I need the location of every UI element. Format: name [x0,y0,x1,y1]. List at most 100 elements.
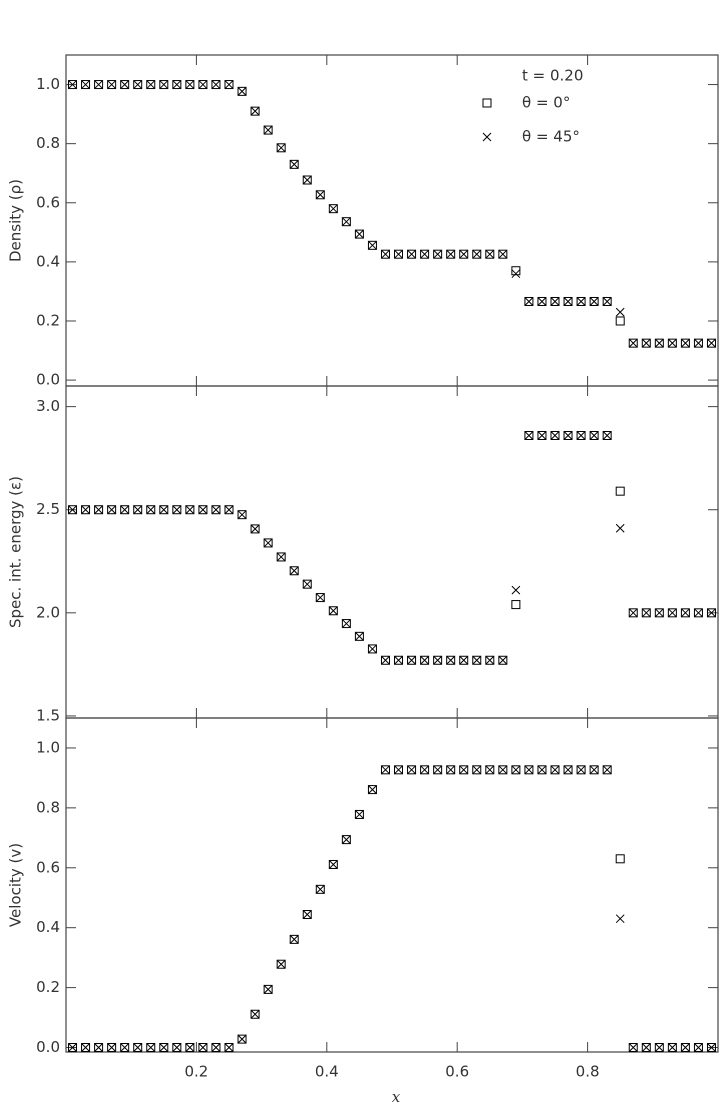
marker-cross [263,538,273,548]
marker-square [354,229,364,239]
marker-cross [120,505,130,515]
marker-square [133,505,143,515]
x-tick-label: 0.6 [445,1063,469,1081]
marker-square [159,80,169,90]
marker-square [706,608,716,618]
legend-label: θ = 0° [522,94,570,112]
marker-cross [211,80,221,89]
marker-square [367,240,377,250]
x-tick-label: 0.4 [315,1063,339,1081]
marker-cross [68,505,77,515]
marker-cross [381,249,390,259]
marker-cross [250,106,260,116]
marker-cross [576,431,586,440]
marker-cross [120,80,130,89]
marker-square [133,80,143,90]
marker-cross [668,1043,677,1052]
marker-cross [159,80,169,89]
marker-cross [81,505,90,515]
marker-cross [511,585,521,595]
x-axis-label: x [392,1088,401,1106]
marker-cross [641,608,651,618]
marker-cross [276,143,286,153]
marker-cross [107,505,116,515]
marker-cross [94,505,103,515]
marker-cross [589,297,599,306]
marker-cross [524,431,534,440]
marker-cross [328,606,338,616]
marker-cross [654,608,664,618]
marker-square [107,80,117,90]
marker-square [289,566,299,576]
marker-square [524,430,534,440]
marker-square [211,505,221,515]
marker-square [289,934,299,944]
y-tick-label: 0.0 [36,1038,60,1056]
marker-square [68,80,78,90]
legend-marker [482,98,492,108]
marker-cross [289,935,299,944]
marker-cross [159,505,169,515]
marker-cross [368,785,377,794]
marker-square [433,655,443,665]
marker-square [224,1043,234,1053]
marker-square [485,765,495,775]
marker-cross [563,765,573,775]
marker-square [328,204,338,214]
marker-square [237,1034,247,1044]
marker-square [628,1043,638,1053]
y-tick-label: 0.4 [36,252,60,270]
marker-cross [602,431,612,440]
marker-cross [328,204,338,214]
marker-cross [472,655,482,665]
marker-cross [94,80,103,89]
marker-square [185,505,195,515]
marker-square [472,765,482,775]
marker-square [107,1043,117,1053]
marker-square [172,80,182,90]
marker-square [511,266,521,276]
marker-cross [563,297,573,306]
marker-square [81,1043,91,1053]
marker-cross [681,338,690,348]
marker-cross [511,269,521,279]
marker-square [250,1009,260,1019]
marker-cross [289,159,299,169]
marker-cross [668,338,677,348]
marker-square [511,600,521,610]
marker-cross [511,765,521,775]
y-tick-label: 0.2 [36,311,60,329]
marker-square [120,1043,130,1053]
marker-cross [433,655,442,665]
marker-square [602,296,612,306]
marker-square [420,655,430,665]
marker-square [667,608,677,618]
marker-square [615,486,625,496]
marker-cross [394,765,403,775]
marker-cross [681,608,690,618]
legend-label: θ = 45° [522,128,580,146]
marker-square [641,1043,651,1053]
marker-cross [694,608,703,618]
marker-cross [628,338,638,348]
marker-cross [68,1043,77,1052]
marker-square [394,249,404,259]
marker-cross [589,765,599,775]
marker-cross [394,655,403,665]
marker-square [407,249,417,259]
marker-square [667,338,677,348]
marker-cross [707,338,716,348]
marker-square [498,249,508,259]
marker-cross [407,655,416,665]
y-tick-label: 0.8 [36,798,60,816]
annotation: t = 0.20 [522,67,583,85]
plot-frame [65,717,719,1053]
marker-square [420,249,430,259]
marker-square [433,765,443,775]
marker-square [407,655,417,665]
marker-cross [276,959,286,969]
marker-square [81,505,91,515]
marker-cross [120,1043,130,1052]
marker-square [276,552,286,562]
